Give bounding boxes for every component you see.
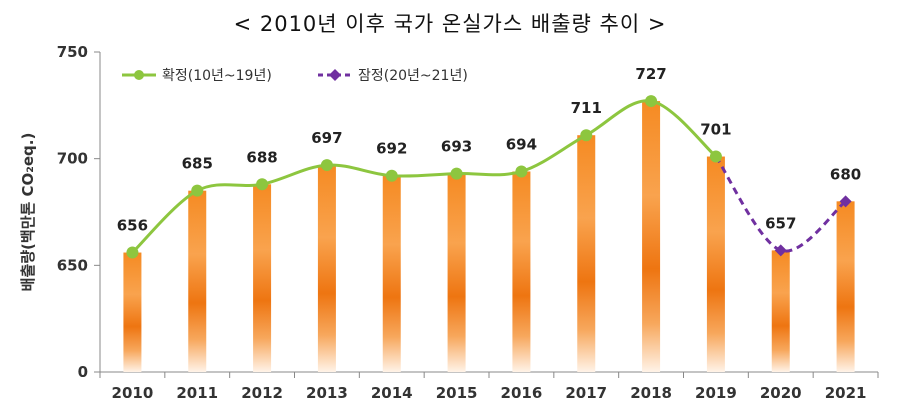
data-point-circle — [191, 184, 204, 197]
bar — [512, 171, 531, 372]
y-tick-label: 750 — [57, 43, 88, 61]
chart-title: < 2010년 이후 국가 온실가스 배출량 추이 > — [233, 12, 667, 36]
bar — [771, 250, 790, 372]
bar — [447, 173, 466, 372]
bar — [253, 184, 272, 372]
labels-group: 656 685 688 697 692 693 694 711 727 701 657 680 — [117, 65, 861, 234]
data-point-circle — [320, 159, 333, 172]
legend-label-confirmed: 확정(10년~19년) — [162, 68, 272, 84]
data-label: 656 — [117, 217, 148, 235]
x-tick-label: 2021 — [825, 384, 867, 402]
data-label: 685 — [182, 155, 213, 173]
bar — [317, 165, 336, 372]
bar — [577, 135, 596, 372]
data-point-circle — [580, 129, 593, 142]
legend-label-provisional: 잠정(20년~21년) — [358, 68, 468, 84]
bar — [188, 190, 207, 372]
data-label: 694 — [506, 135, 537, 153]
data-label: 680 — [830, 165, 861, 183]
y-tick-label: 650 — [57, 256, 88, 274]
y-tick-label: 700 — [57, 150, 88, 168]
data-label: 693 — [441, 138, 472, 156]
data-point-circle — [126, 246, 139, 259]
data-label: 701 — [700, 121, 731, 139]
data-point-circle — [515, 165, 528, 178]
data-label: 692 — [376, 140, 407, 158]
data-label: 657 — [765, 214, 796, 232]
y-axis-title: 배출량(백만톤 CO₂eq.) — [19, 133, 37, 292]
bars-group — [123, 101, 855, 373]
x-tick-label: 2018 — [630, 384, 672, 402]
x-tick-label: 2015 — [436, 384, 478, 402]
data-point-circle — [645, 95, 658, 108]
series-line — [131, 99, 717, 254]
x-tick-label: 2010 — [112, 384, 154, 402]
data-point-circle — [450, 167, 463, 180]
bar — [382, 175, 401, 372]
x-tick-label: 2014 — [371, 384, 413, 402]
bar — [706, 156, 725, 372]
lines-group — [126, 95, 852, 259]
bar — [123, 252, 142, 372]
data-label: 727 — [635, 65, 666, 83]
x-tick-label: 2016 — [501, 384, 543, 402]
data-label: 697 — [311, 129, 342, 147]
data-label: 688 — [246, 148, 277, 166]
data-label: 711 — [571, 99, 602, 117]
data-point-circle — [709, 150, 722, 163]
legend-marker-provisional — [329, 69, 341, 81]
x-tick-label: 2012 — [241, 384, 283, 402]
x-tick-label: 2013 — [306, 384, 348, 402]
x-tick-label: 2019 — [695, 384, 737, 402]
x-tick-label: 2020 — [760, 384, 802, 402]
legend: 확정(10년~19년) 잠정(20년~21년) — [122, 68, 468, 84]
x-tick-label: 2017 — [565, 384, 607, 402]
x-tick-label: 2011 — [176, 384, 218, 402]
y-tick-label: 0 — [78, 363, 88, 381]
series-line — [714, 155, 847, 253]
legend-marker-confirmed — [134, 70, 144, 80]
bar — [642, 101, 661, 373]
data-point-diamond — [774, 244, 787, 257]
bar — [836, 201, 855, 372]
axes-group: 750 700 650 0 2010 2011 2012 2013 2014 2015 2016 20… — [19, 43, 879, 402]
data-point-diamond — [839, 195, 852, 208]
data-point-circle — [385, 169, 398, 182]
data-point-circle — [256, 178, 269, 191]
